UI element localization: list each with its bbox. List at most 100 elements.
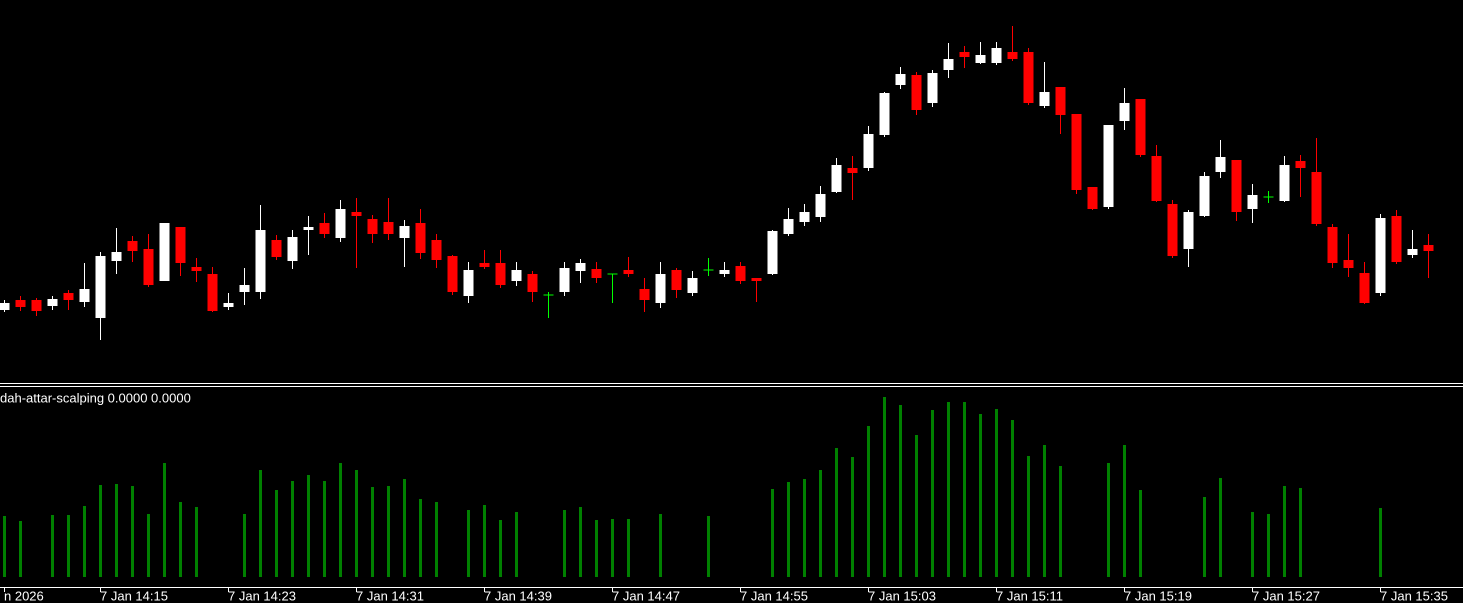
candle-body bbox=[591, 269, 602, 278]
indicator-bar bbox=[67, 515, 70, 577]
candle-body bbox=[1231, 160, 1242, 212]
candle-body bbox=[1327, 227, 1338, 263]
candle-body bbox=[1199, 176, 1210, 216]
indicator-bar bbox=[1123, 445, 1126, 577]
candle-body bbox=[79, 289, 90, 302]
candle-body bbox=[351, 212, 362, 216]
candle-body bbox=[815, 194, 826, 217]
candle-body bbox=[975, 55, 986, 63]
indicator-bar bbox=[339, 463, 342, 577]
indicator-bar bbox=[1251, 512, 1254, 577]
indicator-bar bbox=[1267, 514, 1270, 577]
x-tick-label: 7 Jan 14:31 bbox=[356, 588, 424, 603]
indicator-bar bbox=[323, 481, 326, 577]
candle-body bbox=[111, 252, 122, 261]
candle-body bbox=[783, 219, 794, 234]
indicator-bar bbox=[307, 475, 310, 577]
candle-body bbox=[0, 303, 10, 310]
candle-body bbox=[399, 226, 410, 238]
candle-body bbox=[911, 75, 922, 110]
x-tick-label: 7 Jan 14:47 bbox=[612, 588, 680, 603]
candle-body bbox=[687, 278, 698, 293]
indicator-bar bbox=[1219, 478, 1222, 577]
indicator-bar bbox=[595, 520, 598, 577]
indicator-bar bbox=[1283, 486, 1286, 577]
candle-body bbox=[175, 227, 186, 263]
candle-body bbox=[767, 231, 778, 274]
candle-body bbox=[479, 263, 490, 267]
candle-body bbox=[1215, 157, 1226, 172]
indicator-bar bbox=[979, 414, 982, 577]
indicator-bar bbox=[243, 514, 246, 577]
candle-body bbox=[1343, 260, 1354, 268]
indicator-bar bbox=[819, 470, 822, 577]
indicator-bar bbox=[83, 506, 86, 577]
indicator-bar bbox=[419, 499, 422, 577]
indicator-bar bbox=[371, 487, 374, 577]
indicator-title: dah-attar-scalping 0.0000 0.0000 bbox=[0, 390, 191, 405]
candle-body bbox=[879, 93, 890, 135]
indicator-bar bbox=[867, 426, 870, 577]
candle-body bbox=[1311, 172, 1322, 224]
candle-body bbox=[1247, 195, 1258, 209]
indicator-bar bbox=[947, 402, 950, 577]
candle-body bbox=[95, 256, 106, 318]
candle-body bbox=[1375, 218, 1386, 293]
candle-body bbox=[31, 300, 42, 311]
candle-body bbox=[799, 212, 810, 222]
candle-body bbox=[1055, 87, 1066, 115]
indicator-bar bbox=[163, 463, 166, 577]
indicator-bar bbox=[99, 485, 102, 577]
candle-body bbox=[303, 227, 314, 230]
candle-body bbox=[159, 223, 170, 281]
candle-body bbox=[463, 270, 474, 296]
x-tick-label: 7 Jan 14:39 bbox=[484, 588, 552, 603]
indicator-bar bbox=[899, 405, 902, 577]
indicator-bar bbox=[51, 515, 54, 577]
indicator-bar bbox=[355, 470, 358, 577]
candle-body bbox=[1183, 212, 1194, 249]
x-tick-label: 7 Jan 15:27 bbox=[1252, 588, 1320, 603]
indicator-bar bbox=[1043, 445, 1046, 577]
candle-body bbox=[15, 300, 26, 307]
candle-body bbox=[559, 268, 570, 292]
x-tick-label: 7 Jan 15:35 bbox=[1380, 588, 1448, 603]
indicator-bar bbox=[1011, 420, 1014, 577]
indicator-bar bbox=[147, 514, 150, 577]
indicator-bar bbox=[483, 505, 486, 577]
candle-body bbox=[1391, 216, 1402, 262]
candle-body bbox=[655, 274, 666, 303]
indicator-bar bbox=[275, 490, 278, 577]
indicator-bar bbox=[931, 410, 934, 577]
x-tick-label: 7 Jan 15:03 bbox=[868, 588, 936, 603]
candle-body bbox=[1423, 245, 1434, 251]
indicator-bar bbox=[131, 486, 134, 577]
indicator-bar bbox=[787, 482, 790, 577]
indicator-bar bbox=[915, 435, 918, 577]
candle-body bbox=[1007, 52, 1018, 59]
indicator-bar bbox=[115, 484, 118, 577]
candle-body bbox=[1407, 249, 1418, 255]
candle-body bbox=[735, 266, 746, 281]
candle-body bbox=[383, 222, 394, 234]
candle-body bbox=[927, 73, 938, 103]
candle-body bbox=[335, 209, 346, 238]
indicator-bar bbox=[579, 507, 582, 577]
indicator-bar bbox=[499, 520, 502, 577]
candle-body bbox=[239, 285, 250, 292]
x-tick-label: 7 Jan 15:19 bbox=[1124, 588, 1192, 603]
candle-body bbox=[1151, 156, 1162, 201]
candle-body bbox=[127, 241, 138, 251]
indicator-bar bbox=[19, 521, 22, 577]
candle-body bbox=[191, 267, 202, 271]
indicator-bar bbox=[467, 510, 470, 577]
x-tick-label: 7 Jan 15:11 bbox=[996, 588, 1063, 603]
candle-body bbox=[671, 270, 682, 290]
indicator-bar bbox=[1139, 490, 1142, 577]
candle-body bbox=[271, 240, 282, 257]
indicator-bar bbox=[1107, 463, 1110, 577]
candle-body bbox=[751, 278, 762, 281]
candle-body bbox=[47, 299, 58, 306]
candle-body bbox=[575, 263, 586, 271]
